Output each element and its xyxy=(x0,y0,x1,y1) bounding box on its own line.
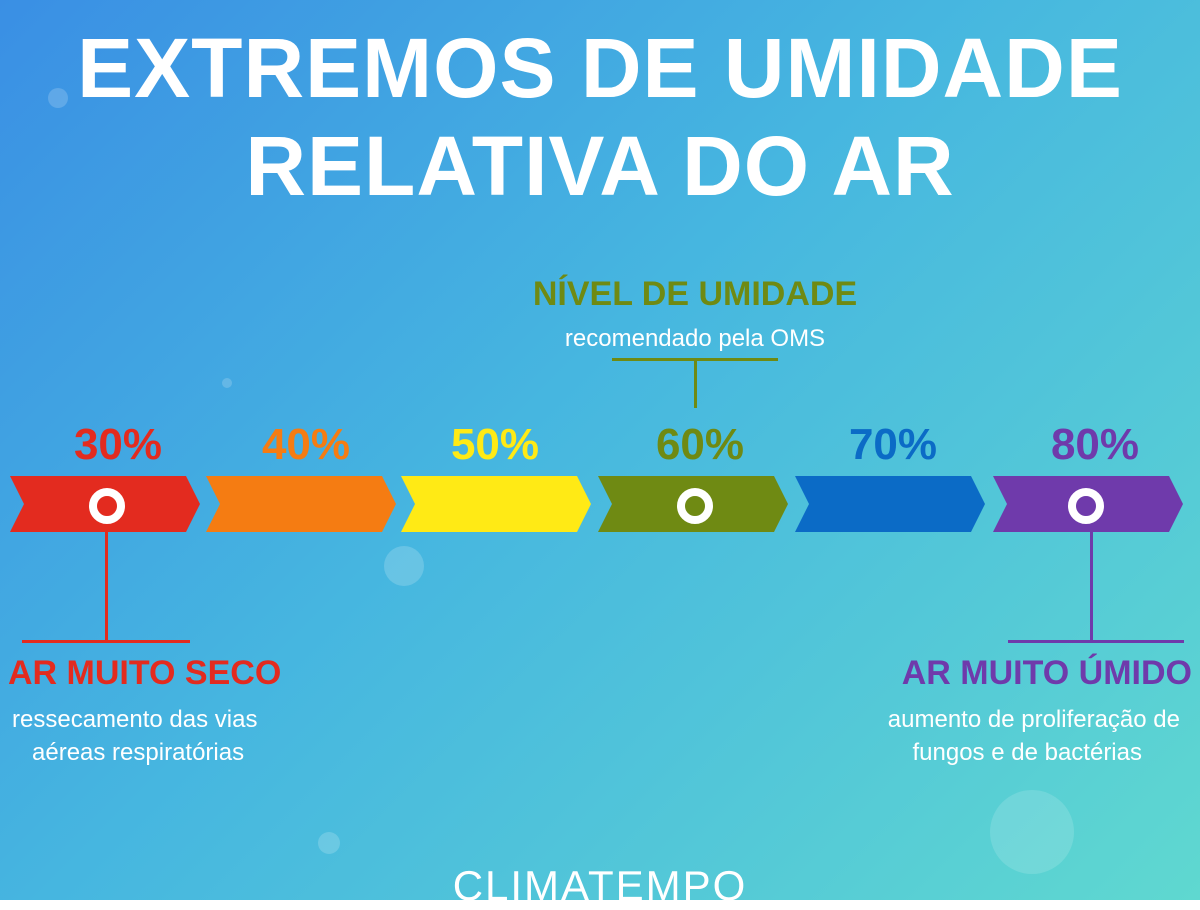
recommended-bracket-vertical xyxy=(694,358,697,408)
humid-bracket-horizontal xyxy=(1008,640,1184,643)
humid-bracket-vertical xyxy=(1090,532,1093,642)
dry-subtext-line-2: aéreas respiratórias xyxy=(32,739,245,766)
humid-subtext-line-1: aumento de proliferação de xyxy=(887,706,1180,733)
dry-heading: AR MUITO SECO xyxy=(8,654,282,692)
recommended-heading: NÍVEL DE UMIDADE xyxy=(532,275,858,313)
humidity-scale-band xyxy=(10,476,1183,532)
dry-bracket-vertical xyxy=(105,532,108,642)
dry-bracket-horizontal xyxy=(22,640,190,643)
scale-label-40: 40% xyxy=(261,420,351,469)
humid-heading: AR MUITO ÚMIDO xyxy=(901,654,1192,692)
humid-subtext-line-2: fungos e de bactérias xyxy=(912,739,1143,766)
marker-humid-icon xyxy=(1068,488,1104,524)
scale-segment-50 xyxy=(401,476,591,532)
climatempo-logo: CLIMATEMPO xyxy=(452,862,748,909)
recommended-subtext: recomendado pela OMS xyxy=(564,325,826,352)
scale-label-50: 50% xyxy=(450,420,540,469)
page-title-line-2: RELATIVA DO AR xyxy=(245,119,955,213)
scale-segment-70 xyxy=(795,476,985,532)
scale-label-80: 80% xyxy=(1050,420,1140,469)
scale-segment-40 xyxy=(206,476,396,532)
scale-label-70: 70% xyxy=(848,420,938,469)
marker-recommended-icon xyxy=(677,488,713,524)
page-title-line-1: EXTREMOS DE UMIDADE xyxy=(77,21,1123,115)
dry-subtext-line-1: ressecamento das vias xyxy=(12,706,258,733)
scale-label-30: 30% xyxy=(73,420,163,469)
scale-label-60: 60% xyxy=(655,420,745,469)
marker-dry-icon xyxy=(89,488,125,524)
